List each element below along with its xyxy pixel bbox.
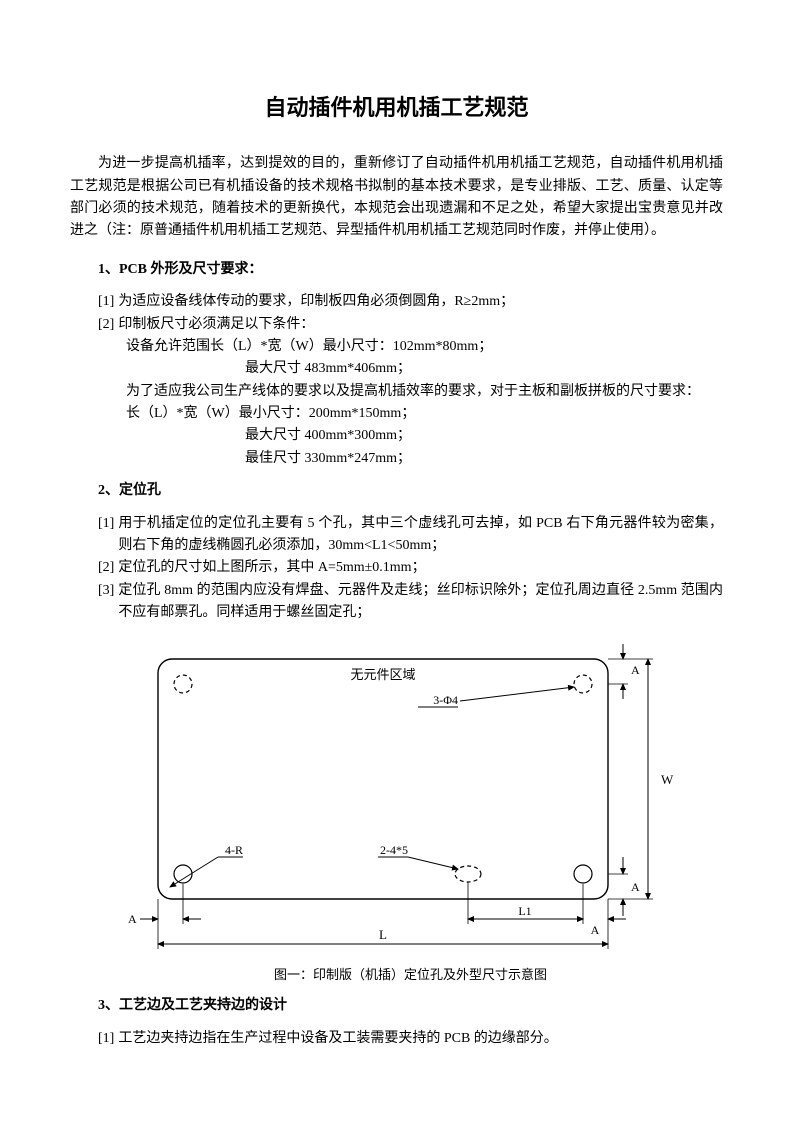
list-body: 定位孔 8mm 的范围内应没有焊盘、元器件及走线；丝印标识除外；定位孔周边直径 … [118,580,723,625]
slot-label: 2-4*5 [380,843,408,857]
dim-a-left: A [128,912,137,926]
hole-top-left [174,675,192,693]
intro-paragraph: 为进一步提高机插率，达到提效的目的，重新修订了自动插件机用机插工艺规范，自动插件… [70,153,723,243]
dim-l-label: L [379,927,387,942]
dim-a-right: A [631,880,640,894]
dim-l1-label: L1 [518,904,531,918]
corner-r-label: 4-R [225,843,243,857]
s1-line-6: 最佳尺寸 330mm*247mm； [245,448,723,470]
list-index: [2] [98,557,114,579]
leader-4r [170,857,218,887]
s1-line-2: 最大尺寸 483mm*406mm； [245,358,723,380]
figure-1: 无元件区域 3-Φ4 4-R 2-4*5 W A A L L1 A A 图一：印… [98,639,723,986]
list-body: 为适应设备线体传动的要求，印制板四角必须倒圆角，R≥2mm； [118,291,723,313]
s2-item-3: [3] 定位孔 8mm 的范围内应没有焊盘、元器件及走线；丝印标识除外；定位孔周… [98,580,723,625]
section-2-heading: 2、定位孔 [70,480,723,502]
list-body: 印制板尺寸必须满足以下条件： [118,314,723,336]
list-index: [2] [98,314,114,336]
list-body: 用于机插定位的定位孔主要有 5 个孔，其中三个虚线孔可去掉，如 PCB 右下角元… [118,513,723,558]
list-index: [1] [98,513,114,558]
s1-line-5: 最大尺寸 400mm*300mm； [245,425,723,447]
s1-line-1: 设备允许范围长（L）*宽（W）最小尺寸：102mm*80mm； [126,336,723,358]
hole3-label: 3-Φ4 [433,693,458,707]
s2-item-1: [1] 用于机插定位的定位孔主要有 5 个孔，其中三个虚线孔可去掉，如 PCB … [98,513,723,558]
list-index: [3] [98,580,114,625]
list-index: [1] [98,1028,114,1050]
hole-slot [455,866,481,882]
top-area-label: 无元件区域 [350,667,415,682]
hole-bottom-left [174,865,192,883]
s1-item-1: [1] 为适应设备线体传动的要求，印制板四角必须倒圆角，R≥2mm； [98,291,723,313]
dim-w-label: W [661,772,674,787]
section-1-heading: 1、PCB 外形及尺寸要求： [70,259,723,281]
pcb-outline [158,659,608,899]
s3-item-1: [1] 工艺边夹持边指在生产过程中设备及工装需要夹持的 PCB 的边缘部分。 [98,1028,723,1050]
leader-hole3 [460,687,574,701]
section-3-heading: 3、工艺边及工艺夹持边的设计 [70,995,723,1017]
figure-caption: 图一：印制版（机插）定位孔及外型尺寸示意图 [98,965,723,986]
s2-item-2: [2] 定位孔的尺寸如上图所示，其中 A=5mm±0.1mm； [98,557,723,579]
s1-item-2: [2] 印制板尺寸必须满足以下条件： [98,314,723,336]
dim-a-bottom-right: A [591,923,600,937]
page-title: 自动插件机用机插工艺规范 [70,90,723,125]
list-index: [1] [98,291,114,313]
s1-line-4: 长（L）*宽（W）最小尺寸：200mm*150mm； [126,403,723,425]
dim-a-top: A [631,663,640,677]
list-body: 定位孔的尺寸如上图所示，其中 A=5mm±0.1mm； [118,557,723,579]
hole-bottom-right [574,865,592,883]
s1-line-3: 为了适应我公司生产线体的要求以及提高机插效率的要求，对于主板和副板拼板的尺寸要求… [126,381,723,403]
hole-top-right [574,675,592,693]
leader-slot [408,857,458,869]
pcb-diagram-svg: 无元件区域 3-Φ4 4-R 2-4*5 W A A L L1 A A [98,639,678,959]
list-body: 工艺边夹持边指在生产过程中设备及工装需要夹持的 PCB 的边缘部分。 [118,1028,723,1050]
